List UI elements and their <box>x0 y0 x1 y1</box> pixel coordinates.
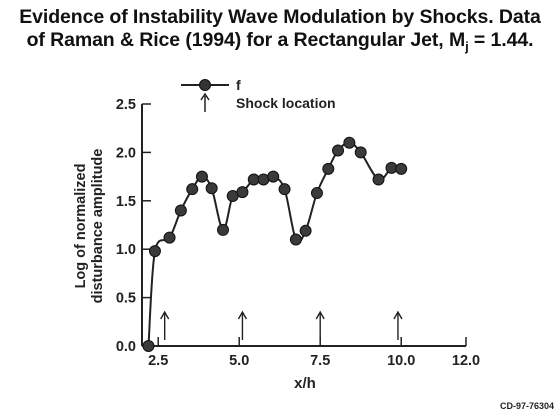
data-point <box>195 170 208 183</box>
y-axis-label-line-2: disturbance amplitude <box>90 149 106 304</box>
figure-code: CD-97-76304 <box>499 401 554 411</box>
data-point <box>332 144 345 157</box>
data-point <box>343 136 356 149</box>
data-point <box>186 183 199 196</box>
shock-arrow-icon <box>393 310 403 340</box>
title-line-2-end: = 1.44. <box>468 29 534 51</box>
chart-title: Evidence of Instability Wave Modulation … <box>0 6 560 58</box>
data-point <box>205 182 218 195</box>
y-axis-label-line-1: Log of normalized <box>73 164 89 289</box>
y-tick-label: 0.0 <box>116 339 136 355</box>
shock-arrow-icon <box>315 310 325 340</box>
data-point <box>395 162 408 175</box>
data-point <box>217 223 229 236</box>
data-point <box>299 224 312 237</box>
data-point <box>142 340 155 352</box>
data-series <box>142 136 408 352</box>
title-line-2: of Raman & Rice (1994) for a Rectangular… <box>0 29 560 58</box>
legend-label-shock: Shock location <box>236 95 336 111</box>
title-subscript: j <box>465 38 469 54</box>
data-point <box>372 173 385 186</box>
x-tick-label: 10.0 <box>387 353 415 369</box>
chart-axes: 0.0 0.5 1.0 1.5 2.0 2.5 2.5 5.0 7.5 10.0 12.0 <box>116 97 480 369</box>
y-tick-label: 1.0 <box>116 242 136 258</box>
shock-arrow-icon <box>237 310 248 340</box>
legend: f Shock location <box>181 77 336 112</box>
data-point <box>289 233 302 246</box>
data-point <box>267 170 280 183</box>
y-tick-label: 1.5 <box>116 194 136 210</box>
data-point <box>174 204 187 217</box>
legend-label-f: f <box>236 77 241 93</box>
data-point <box>148 245 161 258</box>
data-point <box>322 162 335 175</box>
data-point <box>236 186 249 199</box>
shock-arrow-icon <box>160 310 170 340</box>
x-tick-label: 2.5 <box>148 353 168 369</box>
data-point <box>310 187 323 200</box>
data-point <box>163 231 176 244</box>
data-point <box>278 183 291 196</box>
x-tick-label: 5.0 <box>229 353 249 369</box>
legend-arrow-icon <box>200 92 210 112</box>
data-point <box>354 146 367 159</box>
axis-labels: x/h Log of normalized disturbance amplit… <box>73 149 316 392</box>
title-line-1: Evidence of Instability Wave Modulation … <box>19 6 541 28</box>
legend-marker-icon <box>199 79 211 91</box>
x-tick-label: 7.5 <box>310 353 330 369</box>
x-axis-label: x/h <box>294 375 316 392</box>
x-tick-label: 12.0 <box>452 353 480 369</box>
shock-location-arrows <box>160 310 403 340</box>
y-tick-label: 2.0 <box>116 145 136 161</box>
title-line-2-text: of Raman & Rice (1994) for a Rectangular… <box>26 29 466 51</box>
y-tick-label: 2.5 <box>116 97 136 113</box>
y-tick-label: 0.5 <box>116 291 136 307</box>
